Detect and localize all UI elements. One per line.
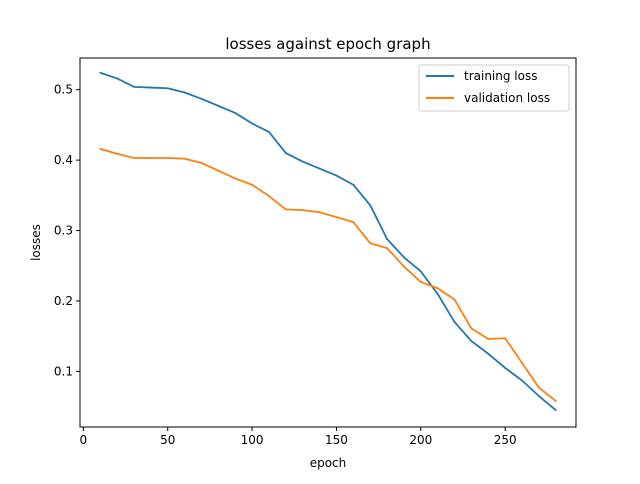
x-axis-label: epoch	[310, 456, 347, 470]
data-point-validation-loss	[386, 247, 388, 250]
data-point-validation-loss	[149, 157, 152, 159]
data-point-training-loss	[335, 174, 338, 177]
data-point-training-loss	[318, 167, 321, 170]
chart-title: losses against epoch graph	[225, 35, 430, 53]
x-tick-label: 50	[160, 433, 175, 447]
data-point-validation-loss	[99, 147, 102, 150]
data-point-training-loss	[504, 366, 507, 369]
x-tick-label: 100	[241, 433, 264, 447]
data-point-training-loss	[149, 86, 152, 89]
data-point-validation-loss	[537, 386, 540, 389]
data-point-validation-loss	[251, 183, 253, 186]
data-point-validation-loss	[166, 157, 169, 159]
y-tick-label: 0.5	[54, 83, 73, 97]
data-point-training-loss	[436, 293, 439, 295]
data-point-validation-loss	[419, 281, 422, 283]
legend: training loss validation loss	[418, 64, 570, 112]
data-point-training-loss	[166, 87, 169, 90]
data-point-training-loss	[487, 352, 490, 355]
x-axis-ticks: 0 50 100 150 200 250	[80, 427, 517, 447]
data-point-training-loss	[419, 270, 422, 273]
data-point-training-loss	[470, 340, 473, 342]
data-point-validation-loss	[284, 208, 287, 211]
x-tick-label: 0	[80, 433, 88, 447]
legend-label-validation-loss: validation loss	[464, 91, 550, 105]
data-point-training-loss	[133, 85, 135, 88]
data-point-training-loss	[116, 77, 119, 80]
data-point-validation-loss	[234, 177, 237, 180]
data-point-validation-loss	[554, 400, 557, 402]
x-tick-label: 250	[494, 433, 517, 447]
data-point-training-loss	[537, 395, 540, 397]
data-point-validation-loss	[268, 195, 270, 197]
data-point-validation-loss	[504, 337, 507, 340]
axes-frame	[79, 57, 577, 428]
y-tick-label: 0.2	[54, 294, 73, 308]
data-point-training-loss	[369, 204, 372, 207]
data-point-validation-loss	[403, 265, 405, 268]
data-point-validation-loss	[133, 157, 135, 159]
x-tick-label: 150	[325, 433, 348, 447]
legend-label-training-loss: training loss	[464, 69, 537, 83]
data-point-training-loss	[352, 183, 355, 186]
data-point-training-loss	[99, 71, 102, 74]
data-point-validation-loss	[183, 157, 186, 160]
data-point-validation-loss	[369, 242, 372, 245]
data-point-training-loss	[554, 409, 557, 411]
x-tick-label: 200	[409, 433, 432, 447]
data-point-training-loss	[183, 91, 186, 94]
y-tick-label: 0.4	[54, 153, 73, 167]
data-point-training-loss	[301, 160, 304, 163]
data-point-training-loss	[217, 104, 220, 107]
data-point-validation-loss	[116, 152, 119, 155]
data-point-validation-loss	[335, 216, 338, 219]
data-point-validation-loss	[217, 169, 220, 172]
data-point-training-loss	[251, 122, 253, 125]
legend-box	[418, 64, 570, 112]
data-point-validation-loss	[470, 327, 473, 330]
data-point-training-loss	[284, 152, 287, 154]
data-point-validation-loss	[521, 362, 523, 364]
data-point-training-loss	[521, 379, 523, 382]
data-point-training-loss	[200, 97, 203, 100]
series-line-validation-loss	[99, 147, 557, 402]
data-point-training-loss	[453, 321, 456, 323]
plot-area	[99, 71, 557, 411]
data-point-validation-loss	[318, 211, 321, 214]
data-point-validation-loss	[301, 209, 304, 212]
data-point-training-loss	[268, 131, 270, 133]
data-point-training-loss	[234, 112, 237, 114]
series-line-training-loss	[99, 71, 557, 411]
data-point-training-loss	[403, 256, 405, 259]
data-point-validation-loss	[352, 221, 355, 223]
y-axis-ticks: 0.1 0.2 0.3 0.4 0.5	[54, 83, 80, 378]
data-point-validation-loss	[436, 287, 439, 290]
data-point-validation-loss	[200, 162, 203, 164]
data-point-validation-loss	[453, 298, 456, 301]
y-tick-label: 0.1	[54, 364, 73, 378]
data-point-validation-loss	[487, 338, 490, 340]
data-point-training-loss	[386, 238, 388, 240]
y-axis-label: losses	[29, 224, 43, 261]
y-tick-label: 0.3	[54, 224, 73, 238]
